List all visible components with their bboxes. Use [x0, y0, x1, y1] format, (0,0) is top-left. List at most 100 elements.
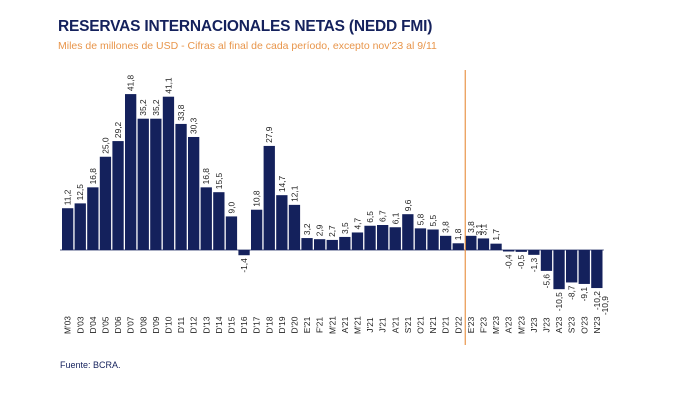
value-label-13: 9,0 [226, 201, 236, 213]
x-tick-label-34: M'23 [491, 316, 501, 334]
value-label-23: 4,7 [352, 217, 362, 229]
bar-38 [540, 250, 553, 271]
x-tick-label-2: D'04 [88, 316, 98, 333]
bar-30 [440, 235, 452, 250]
bar-2 [87, 187, 99, 250]
bar-0 [62, 208, 74, 250]
value-label-12: 15,5 [214, 173, 224, 190]
x-tick-label-15: D'17 [252, 316, 262, 333]
bar-35 [503, 250, 515, 252]
bar-1 [74, 203, 86, 251]
value-label-17: 14,7 [277, 176, 287, 193]
extra-value-label-1: -10,9 [600, 296, 610, 315]
bar-3 [99, 156, 112, 250]
bar-13 [225, 216, 238, 250]
x-tick-label-33: F'23 [478, 317, 488, 333]
bar-14 [238, 250, 250, 256]
chart-subtitle: Miles de millones de USD - Cifras al fin… [58, 40, 437, 52]
bar-31 [452, 243, 464, 250]
bar-40 [566, 250, 578, 283]
value-label-24: 6,5 [365, 211, 375, 223]
x-tick-label-0: M'03 [63, 316, 73, 334]
bar-29 [427, 229, 439, 250]
bar-12 [213, 192, 225, 250]
x-tick-label-11: D'13 [201, 316, 211, 333]
x-tick-label-6: D'08 [138, 316, 148, 333]
x-tick-label-23: M'21 [352, 316, 362, 334]
x-tick-label-35: A'23 [504, 316, 514, 333]
value-label-11: 16,8 [201, 168, 211, 185]
value-label-25: 6,7 [378, 210, 388, 222]
x-tick-label-14: D'16 [239, 316, 249, 333]
value-label-28: 5,8 [415, 213, 425, 225]
x-tick-label-41: O'23 [579, 316, 589, 334]
bar-33 [477, 238, 490, 250]
bar-36 [515, 250, 527, 252]
bar-34 [490, 243, 502, 250]
value-label-21: 2,7 [327, 225, 337, 237]
x-tick-label-10: D'12 [189, 316, 199, 333]
value-label-36: -0,5 [516, 255, 526, 270]
bar-41 [578, 250, 590, 284]
value-label-16: 27,9 [264, 126, 274, 143]
value-label-39: -10,5 [554, 292, 564, 311]
value-label-5: 41,8 [126, 74, 136, 91]
x-tick-label-27: S'21 [403, 316, 413, 333]
extra-value-label-0: 3,1 [474, 223, 484, 235]
x-tick-label-12: D'14 [214, 316, 224, 333]
value-label-30: 3,8 [441, 221, 451, 233]
x-tick-label-26: A'21 [390, 316, 400, 333]
bar-16 [263, 145, 275, 250]
x-tick-label-31: D'22 [453, 316, 463, 333]
x-tick-label-38: J'23 [541, 317, 551, 332]
value-label-27: 9,6 [403, 199, 413, 211]
x-tick-label-21: M'21 [327, 316, 337, 334]
bar-28 [414, 228, 427, 250]
x-tick-label-36: M'23 [516, 316, 526, 334]
bar-26 [389, 227, 401, 250]
x-tick-label-13: D'15 [226, 316, 236, 333]
value-label-0: 11,2 [63, 189, 73, 205]
bar-4 [112, 141, 124, 250]
value-label-34: 1,7 [491, 229, 501, 241]
bar-27 [402, 214, 414, 250]
value-label-42: -10,2 [592, 291, 602, 310]
x-tick-label-18: D'20 [289, 316, 299, 333]
x-tick-label-17: D'19 [277, 316, 287, 333]
bar-21 [326, 239, 338, 250]
x-tick-label-20: F'21 [315, 317, 325, 333]
x-tick-labels-group: M'03 D'03 D'04 D'05 D'06 D'07 D'08 D'09 D'10 D'11… [63, 316, 602, 334]
x-tick-label-40: S'23 [567, 316, 577, 333]
bar-37 [528, 250, 540, 255]
value-label-29: 5,5 [428, 215, 438, 227]
bar-25 [377, 225, 389, 250]
value-label-4: 29,2 [113, 121, 123, 138]
value-label-18: 12,1 [289, 185, 299, 202]
x-tick-label-25: J'21 [378, 317, 388, 332]
value-label-40: -8,7 [567, 285, 577, 300]
value-label-33: 3,1 [478, 223, 488, 235]
x-tick-label-37: J'23 [529, 317, 539, 332]
bar-22 [339, 236, 351, 250]
bar-42 [591, 250, 603, 289]
bar-9 [175, 123, 187, 250]
x-tick-label-19: E'21 [302, 316, 312, 333]
x-tick-label-39: A'23 [554, 316, 564, 333]
value-label-31: 1,8 [453, 228, 463, 240]
value-label-26: 6,1 [390, 212, 400, 224]
x-tick-label-3: D'05 [100, 316, 110, 333]
x-tick-label-30: D'21 [441, 316, 451, 333]
value-labels-group: 11,2 12,516,825,029,241,835,2 35,241,133,8… [63, 74, 610, 315]
x-tick-label-29: N'21 [428, 316, 438, 333]
bar-24 [364, 225, 376, 250]
value-label-32: 3,8 [466, 221, 476, 233]
bar-7 [150, 118, 162, 250]
value-label-38: -5,6 [541, 274, 551, 289]
value-label-19: 3,2 [302, 223, 312, 235]
x-tick-label-28: O'21 [415, 316, 425, 334]
value-label-22: 3,5 [340, 222, 350, 234]
bar-8 [162, 96, 175, 250]
value-label-1: 12,5 [75, 184, 85, 201]
value-label-2: 16,8 [88, 168, 98, 185]
